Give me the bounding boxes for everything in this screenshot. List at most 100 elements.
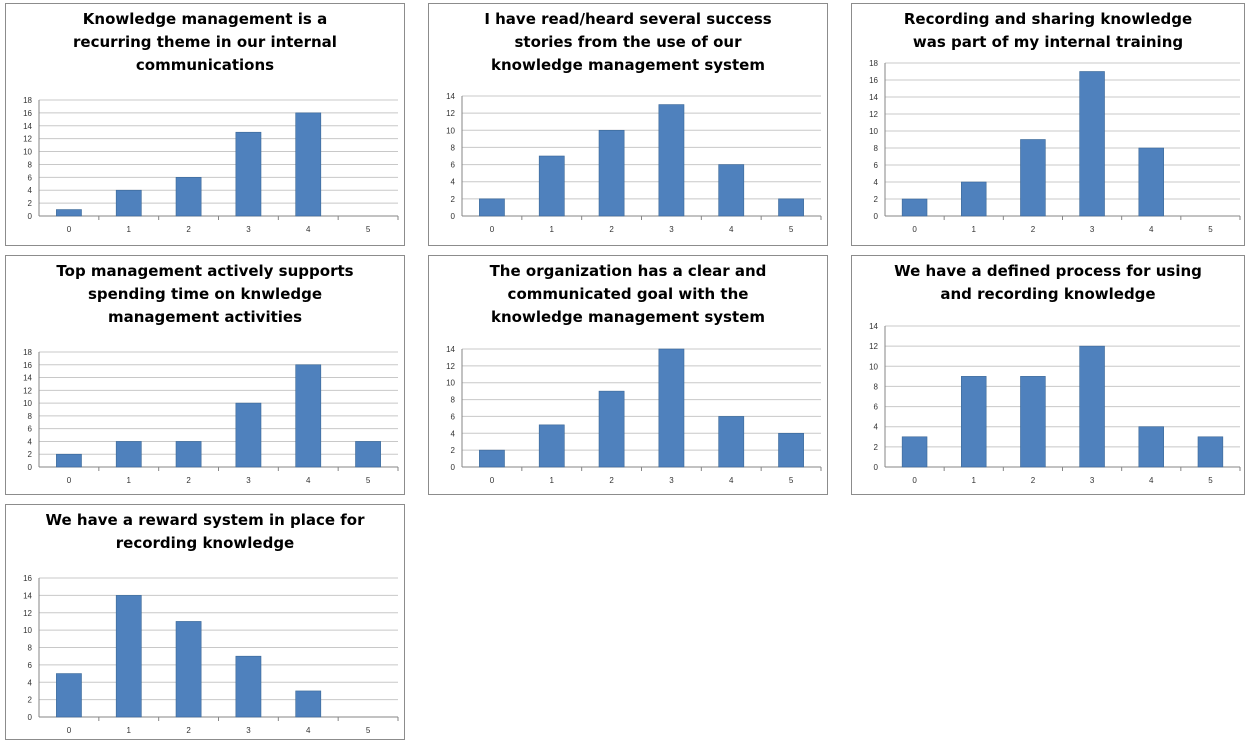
bar-0 bbox=[479, 449, 505, 468]
bar-0 bbox=[901, 436, 928, 468]
x-tick-label: 0 bbox=[490, 225, 495, 234]
y-tick-label: 2 bbox=[451, 195, 456, 204]
y-tick-label: 14 bbox=[869, 93, 878, 102]
y-tick-label: 4 bbox=[28, 437, 33, 446]
bar-4 bbox=[1138, 147, 1164, 217]
x-tick-label: 0 bbox=[67, 726, 72, 735]
y-tick-label: 0 bbox=[874, 212, 879, 221]
y-tick-label: 18 bbox=[23, 96, 32, 105]
y-tick-label: 6 bbox=[28, 661, 33, 670]
y-tick-label: 14 bbox=[446, 345, 455, 354]
x-tick-label: 4 bbox=[1149, 476, 1154, 485]
x-tick-label: 0 bbox=[67, 225, 72, 234]
y-tick-label: 10 bbox=[869, 362, 878, 371]
chart-title: Recording and sharing knowledge was part… bbox=[903, 10, 1193, 51]
bar-3 bbox=[235, 655, 262, 718]
x-tick-label: 0 bbox=[490, 476, 495, 485]
bar-0 bbox=[479, 198, 505, 217]
bar-2 bbox=[1020, 139, 1046, 217]
x-tick-label: 1 bbox=[972, 476, 977, 485]
y-tick-label: 4 bbox=[28, 678, 33, 687]
x-tick-label: 5 bbox=[366, 476, 371, 485]
x-tick-label: 2 bbox=[186, 726, 191, 735]
x-tick-label: 2 bbox=[1031, 225, 1036, 234]
bar-4 bbox=[718, 416, 745, 468]
x-tick-label: 5 bbox=[1208, 476, 1213, 485]
x-tick-label: 3 bbox=[669, 476, 674, 485]
x-tick-label: 5 bbox=[366, 726, 371, 735]
x-tick-label: 1 bbox=[127, 225, 132, 234]
bar-1 bbox=[961, 376, 987, 468]
bar-3 bbox=[235, 402, 262, 468]
bar-2 bbox=[598, 129, 625, 217]
y-tick-label: 0 bbox=[28, 212, 33, 221]
chart-panel-top-management: Top management actively supports spendin… bbox=[5, 255, 405, 495]
chart-panel-success-stories: I have read/heard several success storie… bbox=[428, 3, 828, 246]
bar-1 bbox=[115, 441, 142, 468]
x-tick-label: 0 bbox=[912, 476, 917, 485]
bar-1 bbox=[538, 155, 565, 217]
y-tick-label: 16 bbox=[869, 76, 878, 85]
y-tick-label: 0 bbox=[28, 713, 33, 722]
y-tick-label: 12 bbox=[23, 386, 32, 395]
chart-panel-internal-communications: Knowledge management is a recurring them… bbox=[5, 3, 405, 246]
x-tick-label: 4 bbox=[306, 225, 311, 234]
y-tick-label: 4 bbox=[28, 186, 33, 195]
y-tick-label: 18 bbox=[869, 59, 878, 68]
x-tick-label: 4 bbox=[1149, 225, 1154, 234]
x-tick-label: 0 bbox=[912, 225, 917, 234]
y-tick-label: 8 bbox=[28, 160, 33, 169]
bar-2 bbox=[598, 390, 625, 468]
bar-0 bbox=[901, 198, 928, 217]
bar-5 bbox=[355, 441, 381, 468]
bar-1 bbox=[115, 595, 142, 718]
y-tick-label: 14 bbox=[23, 374, 32, 383]
chart-title: We have a defined process for using and … bbox=[894, 262, 1202, 303]
y-tick-label: 8 bbox=[874, 144, 879, 153]
y-tick-label: 6 bbox=[28, 425, 33, 434]
x-tick-label: 2 bbox=[186, 225, 191, 234]
bar-1 bbox=[538, 424, 565, 468]
bar-1 bbox=[961, 181, 987, 217]
y-tick-label: 10 bbox=[23, 399, 32, 408]
y-tick-label: 10 bbox=[869, 127, 878, 136]
y-tick-label: 12 bbox=[446, 109, 455, 118]
x-tick-label: 2 bbox=[609, 476, 614, 485]
bar-3 bbox=[1079, 345, 1105, 468]
y-tick-label: 8 bbox=[451, 143, 456, 152]
bar-2 bbox=[175, 441, 202, 468]
x-tick-label: 2 bbox=[609, 225, 614, 234]
y-tick-label: 0 bbox=[451, 463, 456, 472]
y-tick-label: 2 bbox=[451, 446, 456, 455]
x-tick-label: 2 bbox=[186, 476, 191, 485]
y-tick-label: 16 bbox=[23, 361, 32, 370]
x-tick-label: 4 bbox=[306, 476, 311, 485]
chart-panel-internal-training: Recording and sharing knowledge was part… bbox=[851, 3, 1245, 246]
bar-0 bbox=[56, 209, 82, 217]
y-tick-label: 0 bbox=[874, 463, 879, 472]
y-tick-label: 14 bbox=[869, 322, 878, 331]
y-tick-label: 10 bbox=[23, 626, 32, 635]
bar-0 bbox=[56, 453, 82, 468]
bar-4 bbox=[718, 164, 745, 217]
x-tick-label: 1 bbox=[127, 726, 132, 735]
bar-3 bbox=[1079, 71, 1105, 217]
y-tick-label: 2 bbox=[28, 199, 33, 208]
y-tick-label: 4 bbox=[451, 178, 456, 187]
bar-2 bbox=[175, 177, 202, 217]
y-tick-label: 10 bbox=[446, 126, 455, 135]
chart-panel-reward-system: We have a reward system in place for rec… bbox=[5, 504, 405, 740]
y-tick-label: 0 bbox=[451, 212, 456, 221]
y-tick-label: 2 bbox=[874, 195, 879, 204]
x-tick-label: 3 bbox=[246, 726, 251, 735]
x-tick-label: 5 bbox=[789, 476, 794, 485]
y-tick-label: 4 bbox=[874, 423, 879, 432]
x-tick-label: 4 bbox=[306, 726, 311, 735]
y-tick-label: 18 bbox=[23, 348, 32, 357]
y-tick-label: 12 bbox=[869, 110, 878, 119]
chart-panel-defined-process: We have a defined process for using and … bbox=[851, 255, 1245, 495]
